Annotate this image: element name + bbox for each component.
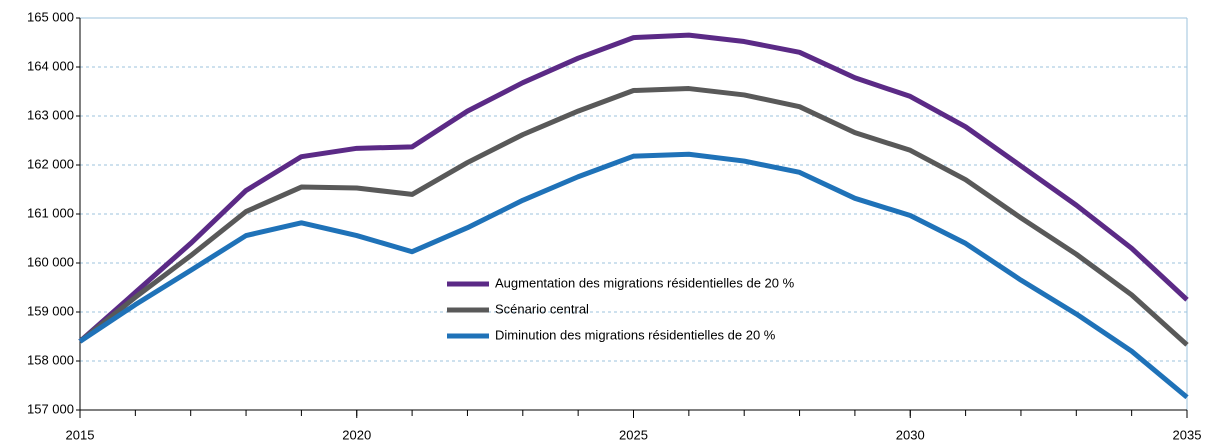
line-series bbox=[78, 151, 1189, 400]
y-tick-label: 162 000 bbox=[27, 156, 74, 171]
y-tick-label: 163 000 bbox=[27, 107, 74, 122]
x-tick-label: 2025 bbox=[619, 427, 648, 442]
y-tick-label: 164 000 bbox=[27, 58, 74, 73]
y-tick-label: 157 000 bbox=[27, 401, 74, 416]
y-tick-label: 158 000 bbox=[27, 352, 74, 367]
y-tick-label: 159 000 bbox=[27, 303, 74, 318]
x-tick-label: 2015 bbox=[66, 427, 95, 442]
y-tick-label: 160 000 bbox=[27, 254, 74, 269]
legend-label: Diminution des migrations résidentielles… bbox=[495, 327, 776, 342]
line-series bbox=[78, 86, 1189, 347]
y-tick-label: 165 000 bbox=[27, 9, 74, 24]
x-tick-label: 2030 bbox=[896, 427, 925, 442]
legend-label: Augmentation des migrations résidentiell… bbox=[495, 275, 795, 290]
legend-label: Scénario central bbox=[495, 301, 589, 316]
y-tick-label: 161 000 bbox=[27, 205, 74, 220]
x-tick-label: 2020 bbox=[342, 427, 371, 442]
x-tick-label: 2035 bbox=[1173, 427, 1202, 442]
line-series bbox=[78, 32, 1189, 344]
